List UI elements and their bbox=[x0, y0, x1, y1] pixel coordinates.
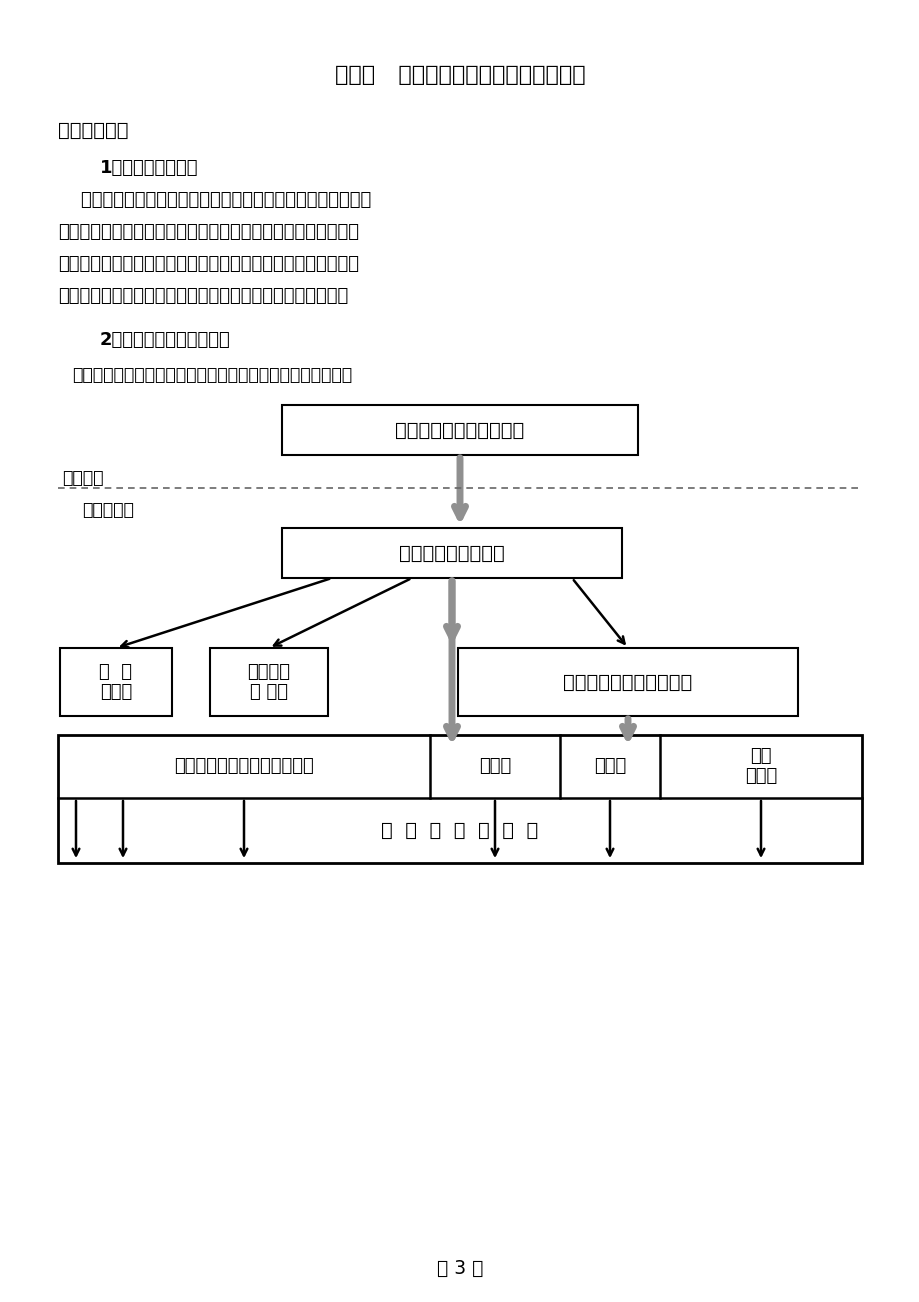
Text: 公司经理、及各职能部门: 公司经理、及各职能部门 bbox=[395, 421, 524, 440]
Text: 技术负责人（项目总工）: 技术负责人（项目总工） bbox=[562, 673, 692, 691]
Text: 第二章   总体部署、施工准备、施工计划: 第二章 总体部署、施工准备、施工计划 bbox=[335, 65, 584, 85]
Text: 安全员: 安全员 bbox=[594, 756, 626, 775]
Text: 一、总体部署: 一、总体部署 bbox=[58, 121, 129, 139]
Text: 工人工资，形成总体部署、环保人才网高效优质的基本前提。: 工人工资，形成总体部署、环保人才网高效优质的基本前提。 bbox=[58, 286, 348, 305]
Text: 各  专  业  施  工  班  组: 各 专 业 施 工 班 组 bbox=[381, 822, 538, 840]
Text: 设备材料
负 责人: 设备材料 负 责人 bbox=[247, 663, 290, 702]
Text: 现场项目部: 现场项目部 bbox=[82, 501, 134, 519]
Bar bbox=[282, 529, 621, 578]
Bar bbox=[458, 648, 797, 716]
Text: 资料
试验员: 资料 试验员 bbox=[744, 746, 777, 785]
Text: 财  务
负责人: 财 务 负责人 bbox=[99, 663, 132, 702]
Text: 公司总部: 公司总部 bbox=[62, 469, 104, 487]
Text: － 3 －: － 3 － bbox=[437, 1259, 482, 1277]
Bar bbox=[210, 648, 328, 716]
Text: 司，项目经理（建造师）专属本工程，做到不转包工程、不拖欠: 司，项目经理（建造师）专属本工程，做到不转包工程、不拖欠 bbox=[58, 255, 358, 273]
Text: 质检员: 质检员 bbox=[479, 756, 511, 775]
Text: （管理人员人员姓名、资格证、职称、经历详标书资格资料）: （管理人员人员姓名、资格证、职称、经历详标书资格资料） bbox=[72, 366, 352, 384]
Text: 工程设一完整的项目部，负责整个标段的施工。项目部直属于公: 工程设一完整的项目部，负责整个标段的施工。项目部直属于公 bbox=[58, 223, 358, 241]
Bar bbox=[282, 405, 637, 454]
Text: 2、施工现场组织机构框图: 2、施工现场组织机构框图 bbox=[100, 331, 231, 349]
Text: 公司由主管经理直接负责、协调公司内部、及外部相关事宜。: 公司由主管经理直接负责、协调公司内部、及外部相关事宜。 bbox=[58, 191, 371, 210]
Text: 项目经理（建造师）: 项目经理（建造师） bbox=[399, 543, 505, 562]
Bar bbox=[58, 736, 861, 863]
Text: 土建、安装施工员（工程师）: 土建、安装施工员（工程师） bbox=[174, 756, 313, 775]
Bar bbox=[60, 648, 172, 716]
Text: 1、施工组织总则：: 1、施工组织总则： bbox=[100, 159, 199, 177]
